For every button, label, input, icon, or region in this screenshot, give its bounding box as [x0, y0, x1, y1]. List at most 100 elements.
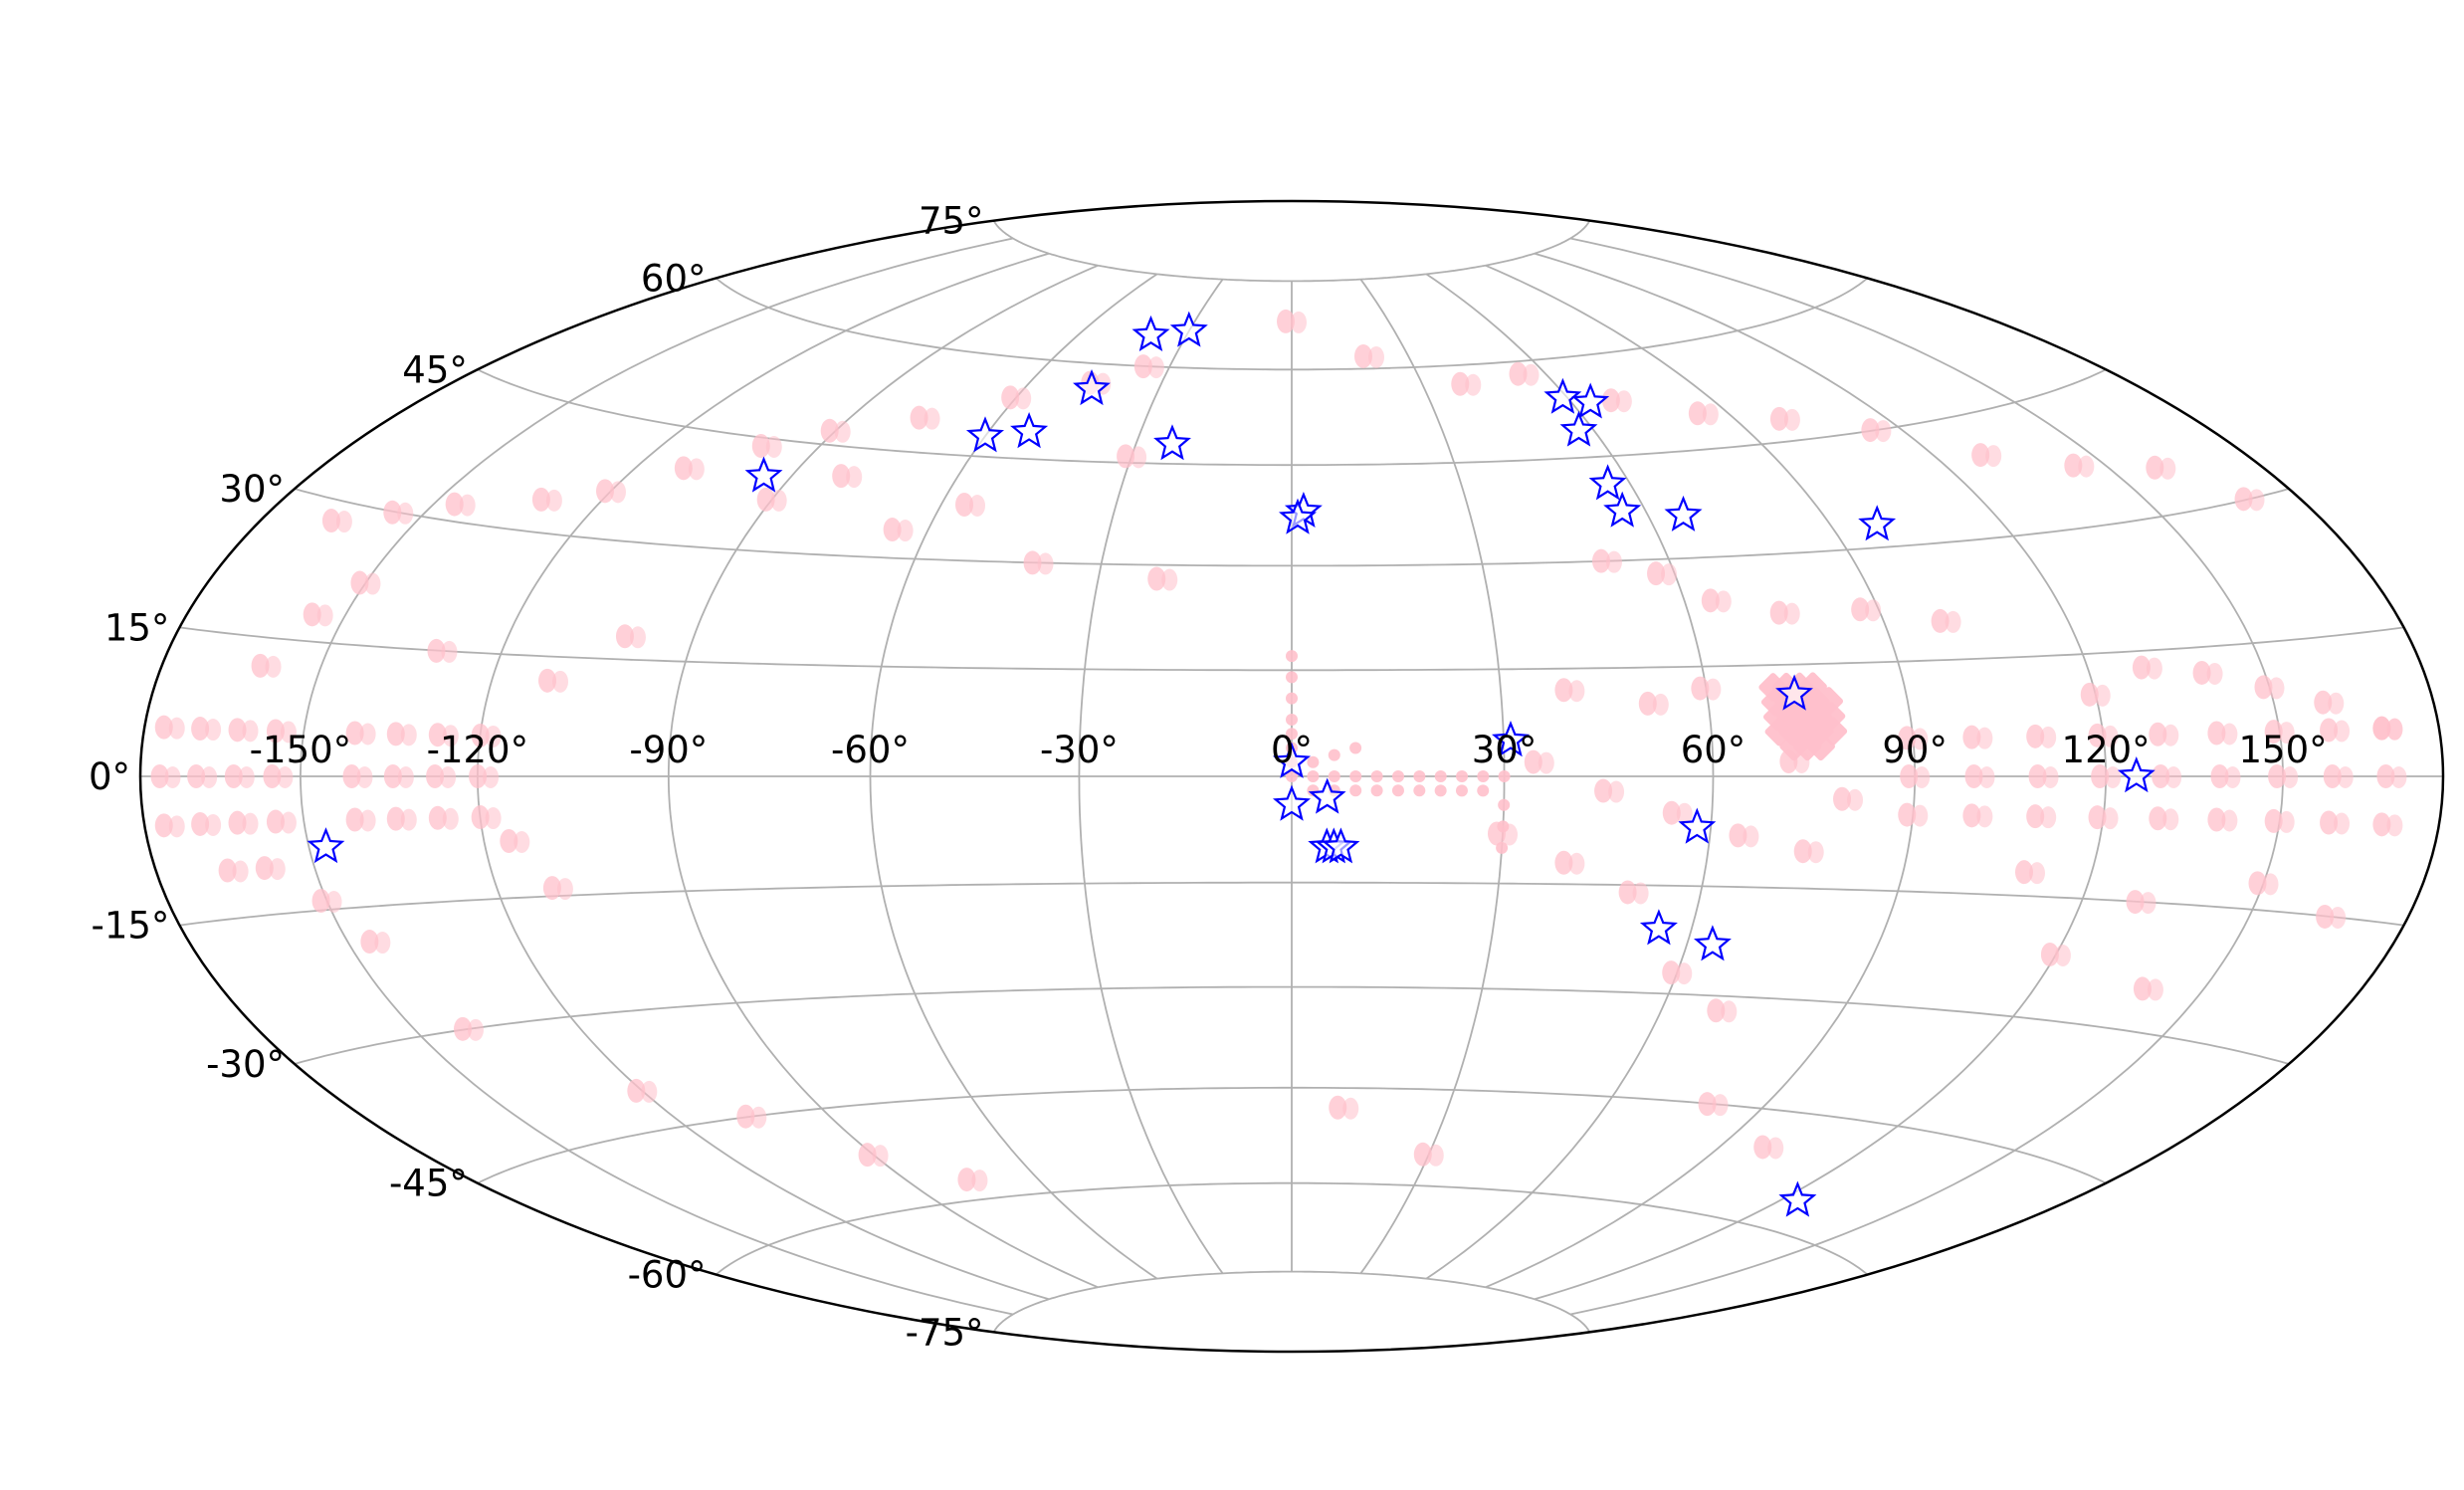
- field-mark: [1793, 839, 1824, 864]
- field-mark: [218, 858, 249, 883]
- field-mark: [2316, 904, 2347, 929]
- field-mark: [1851, 597, 1882, 622]
- field-mark: [428, 723, 459, 747]
- field-mark: [471, 805, 502, 830]
- field-mark: [342, 764, 373, 788]
- longitude-tick-labels: -150° -120° -90° -60° -30° 0° 30° 60° 90° 120° 150…: [250, 729, 2328, 771]
- field-mark: [1117, 444, 1147, 469]
- star-marker: [1491, 721, 1531, 757]
- field-mark: [1962, 803, 1993, 828]
- field-mark: [2080, 682, 2111, 707]
- star-marker: [1308, 777, 1346, 814]
- star-marker: [1543, 377, 1582, 414]
- field-mark: [1329, 1095, 1359, 1120]
- field-mark: [303, 602, 333, 627]
- field-mark: [531, 487, 562, 512]
- field-mark: [1662, 960, 1693, 985]
- field-mark: [1833, 786, 1864, 811]
- field-mark: [187, 764, 218, 788]
- field-mark: [1971, 443, 2002, 468]
- grid-line-lon: [1078, 279, 1224, 1274]
- star-marker: [307, 827, 345, 864]
- field-mark: [426, 764, 457, 788]
- field-mark: [542, 876, 573, 901]
- field-mark: [2248, 871, 2279, 896]
- field-mark: [266, 809, 297, 834]
- field-mark: [2254, 675, 2285, 700]
- field-mark: [150, 764, 181, 788]
- field-mark: [2323, 764, 2354, 788]
- field-mark: [2040, 942, 2071, 966]
- field-mark: [1023, 550, 1054, 575]
- field-mark: [2091, 764, 2122, 788]
- field-mark: [832, 464, 863, 489]
- field-mark: [1370, 784, 1383, 797]
- lon-tick-label: 30°: [1472, 729, 1538, 771]
- field-mark: [1591, 548, 1622, 573]
- star-marker: [1664, 495, 1703, 532]
- field-mark: [1349, 770, 1362, 782]
- field-mark: [1498, 798, 1511, 811]
- field-mark: [627, 1078, 658, 1103]
- star-marker: [1571, 382, 1610, 419]
- field-mark: [1391, 784, 1404, 797]
- field-mark: [2376, 764, 2407, 788]
- star-marker: [1073, 368, 1111, 406]
- field-mark: [386, 806, 417, 831]
- lat-tick-label: 30°: [219, 468, 285, 511]
- star-marker: [1678, 807, 1717, 844]
- field-mark: [191, 717, 222, 742]
- field-mark: [1477, 770, 1490, 782]
- plot-area: [150, 309, 2407, 1192]
- field-mark: [595, 479, 626, 504]
- field-mark: [2026, 804, 2057, 829]
- star-marker: [1775, 674, 1813, 711]
- field-mark: [428, 805, 459, 830]
- star-marker: [1603, 491, 1642, 528]
- field-mark: [2149, 722, 2179, 746]
- field-mark: [1496, 841, 1509, 854]
- star-marker: [1278, 498, 1318, 534]
- lon-tick-label: 150°: [2239, 729, 2328, 771]
- field-mark: [2149, 806, 2179, 831]
- field-mark: [1662, 800, 1693, 825]
- field-mark: [360, 930, 391, 955]
- field-mark: [1434, 784, 1447, 797]
- field-mark: [255, 856, 286, 881]
- lon-tick-label: -120°: [427, 729, 528, 771]
- field-mark: [2268, 764, 2299, 788]
- field-mark: [1691, 676, 1722, 701]
- field-mark: [228, 718, 259, 743]
- field-mark: [1456, 770, 1469, 782]
- field-mark: [1392, 770, 1405, 782]
- field-mark: [1277, 309, 1307, 333]
- field-mark: [228, 810, 259, 835]
- field-mark: [2028, 764, 2059, 788]
- field-mark: [2264, 720, 2295, 745]
- star-marker: [1131, 315, 1170, 351]
- star-marker: [1010, 412, 1049, 449]
- grid-line-lon: [299, 237, 1014, 1316]
- field-mark: [1370, 770, 1383, 782]
- star-marker: [1153, 424, 1191, 461]
- star-marker: [1272, 742, 1312, 778]
- map-frame: [138, 199, 2445, 1354]
- field-mark: [2372, 716, 2403, 741]
- star-marker: [1322, 827, 1360, 864]
- field-mark: [2088, 805, 2119, 830]
- field-mark: [383, 764, 414, 788]
- star-markers: [307, 311, 2156, 1217]
- field-mark: [1307, 755, 1320, 768]
- field-mark: [1701, 588, 1732, 613]
- latitude-tick-labels: -75° -60° -45° -30° -15° 0° 15° 30° 45° 60° 75°: [89, 200, 984, 1355]
- field-mark: [2264, 808, 2295, 833]
- lat-tick-label: 15°: [104, 606, 170, 649]
- field-mark: [1286, 671, 1298, 684]
- lon-tick-label: 0°: [1271, 729, 1313, 771]
- field-mark: [1413, 770, 1426, 782]
- field-mark: [883, 518, 914, 542]
- field-mark: [2014, 860, 2045, 885]
- field-mark: [1353, 343, 1384, 368]
- field-mark: [1898, 726, 1929, 750]
- field-mark: [1898, 802, 1929, 827]
